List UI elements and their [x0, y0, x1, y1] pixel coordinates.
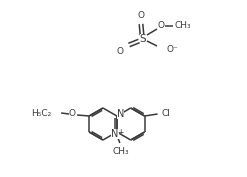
Text: CH₃: CH₃ [175, 21, 191, 30]
Text: O: O [158, 21, 165, 30]
Text: N: N [117, 109, 124, 119]
Text: S: S [140, 34, 146, 44]
Text: CH₃: CH₃ [113, 147, 129, 156]
Text: N: N [111, 129, 119, 139]
Text: O: O [69, 109, 76, 118]
Text: O⁻: O⁻ [166, 45, 178, 55]
Text: Cl: Cl [161, 109, 170, 118]
Text: H₅C₂: H₅C₂ [31, 109, 51, 118]
Text: O: O [138, 12, 144, 21]
Text: O: O [117, 47, 124, 56]
Text: +: + [118, 128, 124, 137]
